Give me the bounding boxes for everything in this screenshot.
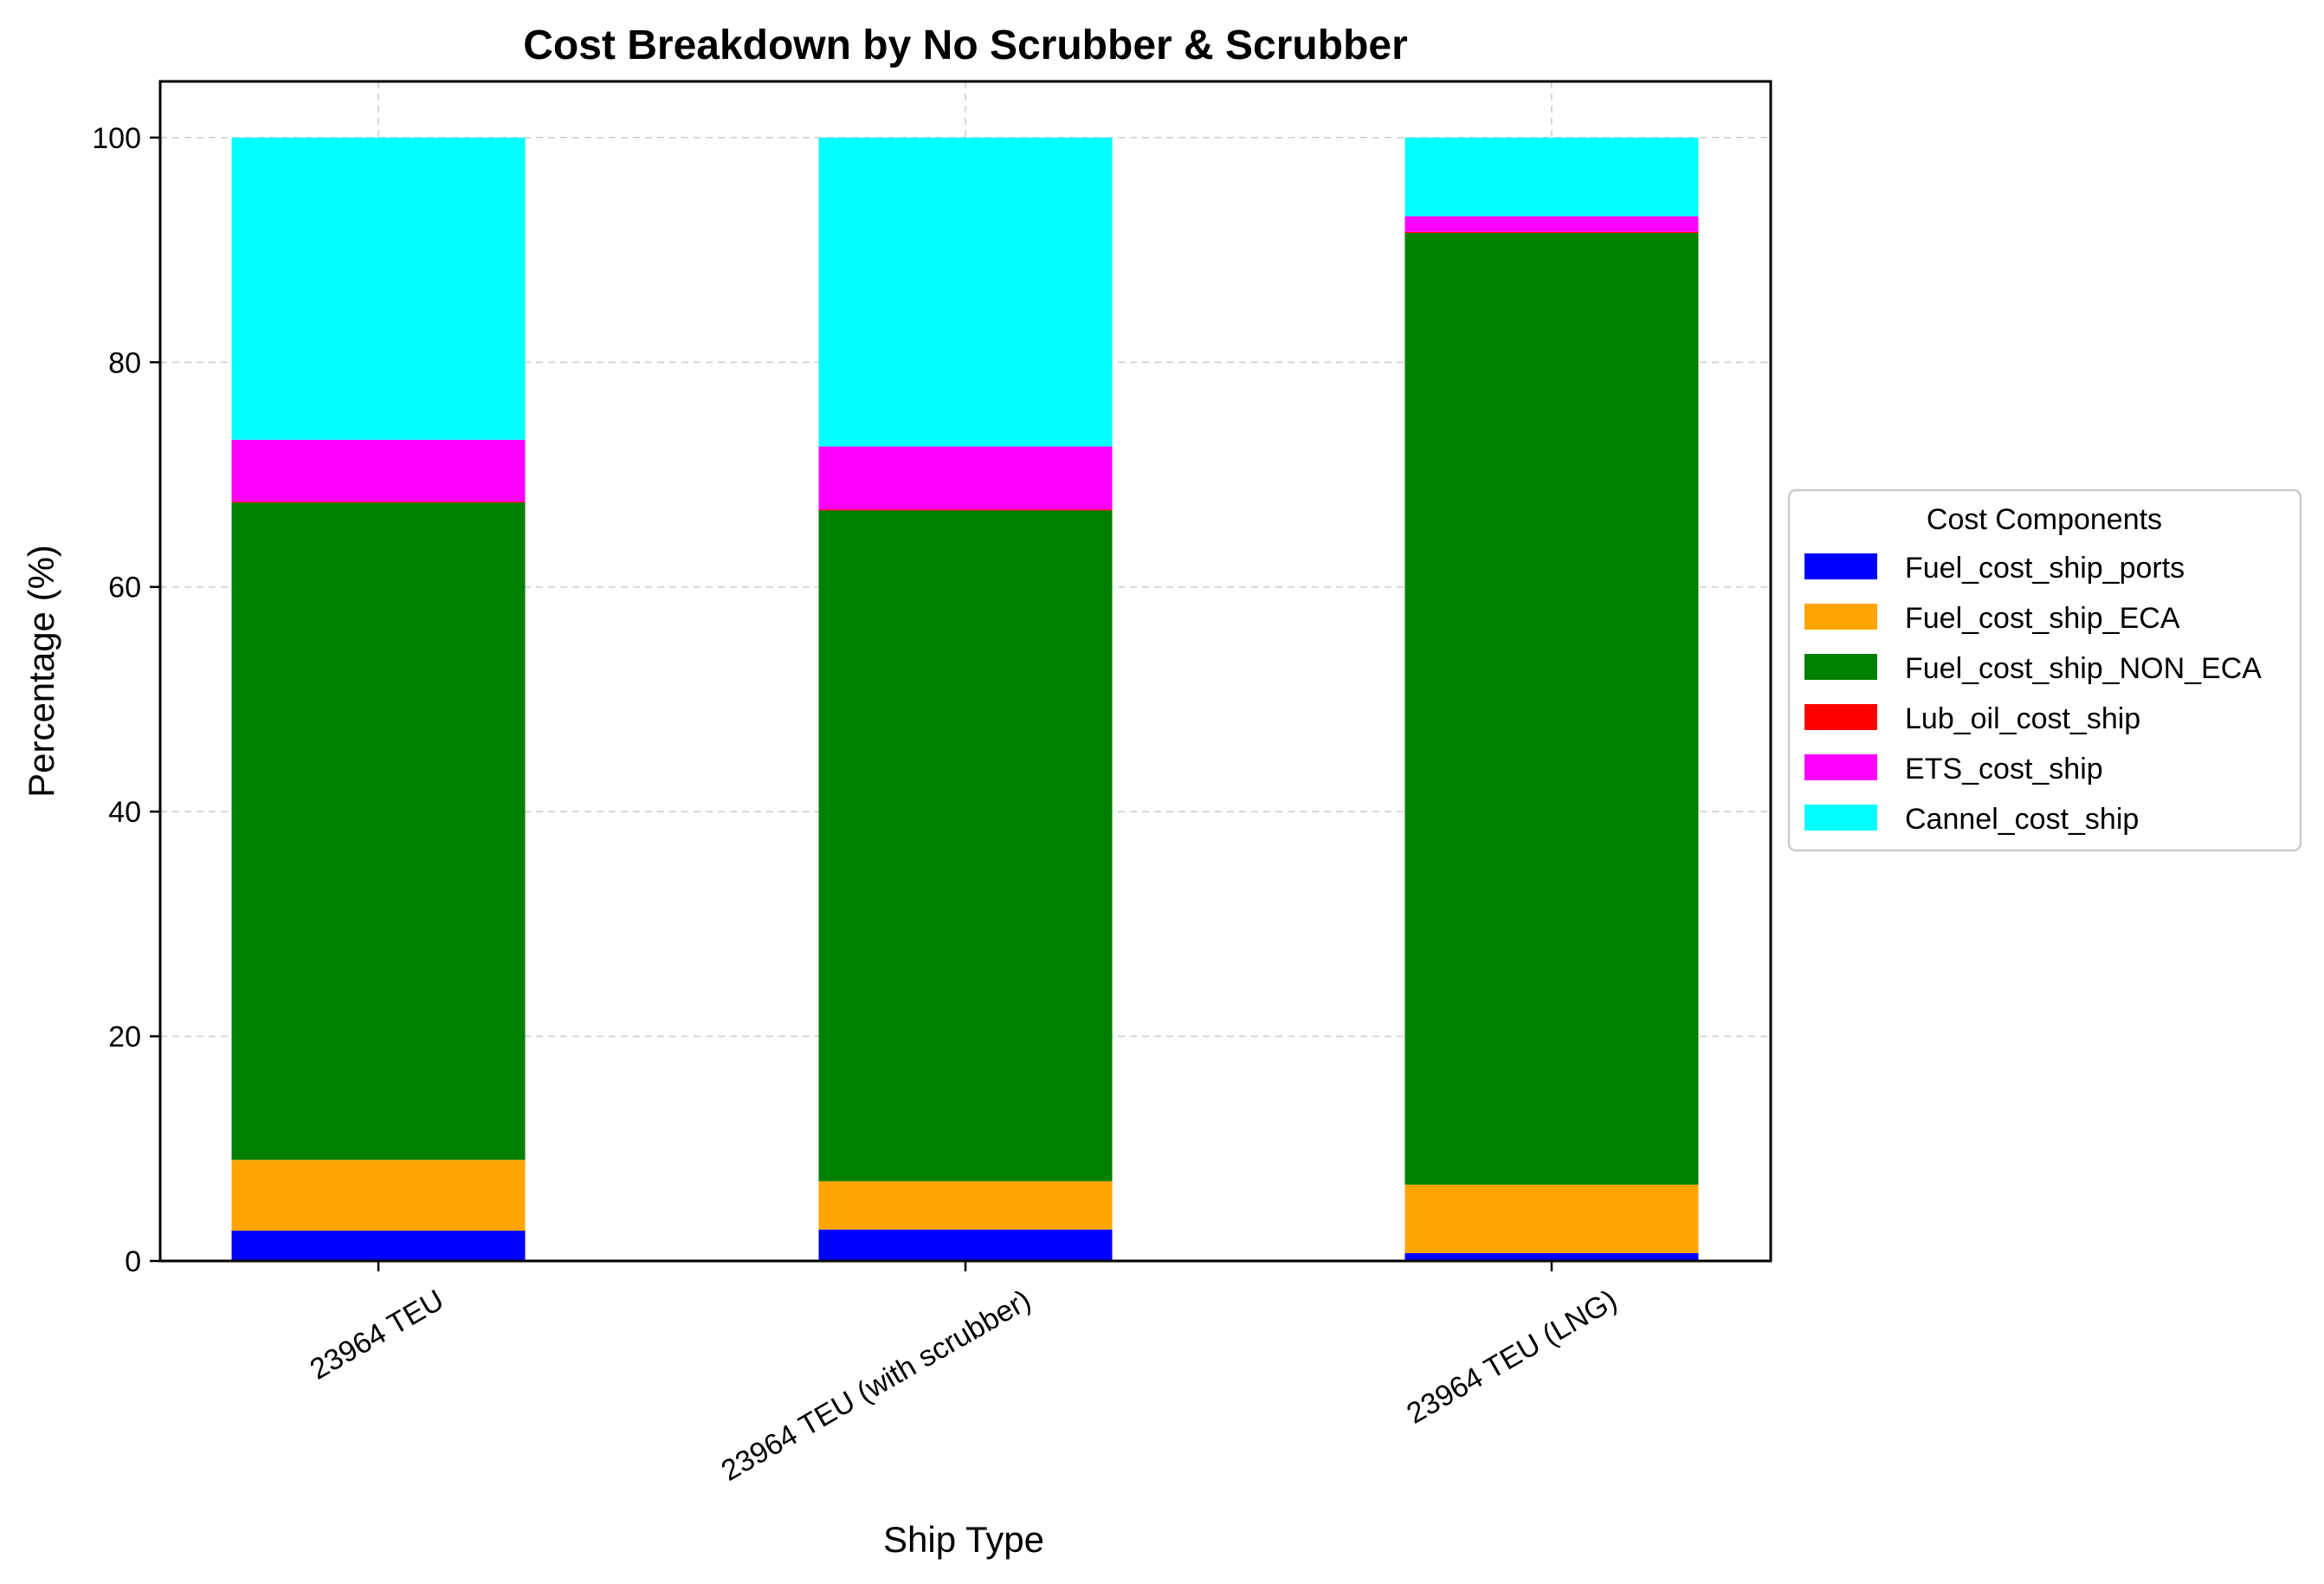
legend-swatch	[1804, 654, 1877, 680]
legend-title: Cost Components	[1927, 503, 2162, 536]
y-tick-label: 100	[92, 122, 141, 155]
x-axis: 23964 TEU 23964 TEU (with scrubber) 23964 …	[305, 1261, 1623, 1488]
bar-segment-ets-cost-ship	[1404, 216, 1699, 232]
bar-segment-lub-oil-cost-ship	[231, 501, 526, 503]
y-axis: 0 20 40 60 80 100	[92, 122, 160, 1278]
legend-entry-label: Lub_oil_cost_ship	[1905, 702, 2140, 735]
bar-segment-fuel-cost-ship-eca	[231, 1160, 526, 1231]
x-tick-label: 23964 TEU (LNG)	[1401, 1283, 1623, 1431]
legend-entry-label: Fuel_cost_ship_NON_ECA	[1905, 652, 2262, 685]
bar-segment-fuel-cost-ship-ports	[818, 1229, 1113, 1261]
bar-segment-fuel-cost-ship-non-eca	[1404, 233, 1699, 1185]
legend: Cost Components Fuel_cost_ship_ports Fuel…	[1787, 488, 2302, 852]
bar-segment-fuel-cost-ship-eca	[1404, 1184, 1699, 1253]
x-tick-label: 23964 TEU (with scrubber)	[716, 1283, 1036, 1488]
bar-segment-fuel-cost-ship-non-eca	[818, 510, 1113, 1181]
legend-entry-label: ETS_cost_ship	[1905, 753, 2103, 786]
legend-entry-label: Fuel_cost_ship_ECA	[1905, 602, 2180, 635]
bar-segment-ets-cost-ship	[818, 446, 1113, 510]
y-axis-label: Percentage (%)	[21, 545, 61, 798]
bar-segment-cannel-cost-ship	[818, 137, 1113, 447]
legend-swatch	[1804, 604, 1877, 630]
bar-segment-ets-cost-ship	[231, 439, 526, 502]
legend-swatch	[1804, 704, 1877, 730]
bar-segment-cannel-cost-ship	[231, 137, 526, 440]
legend-entry-label: Cannel_cost_ship	[1905, 803, 2139, 836]
bar-segment-fuel-cost-ship-ports	[1404, 1252, 1699, 1261]
bar-segment-fuel-cost-ship-eca	[818, 1180, 1113, 1230]
bar-segment-fuel-cost-ship-non-eca	[231, 502, 526, 1161]
bar-stacks	[231, 137, 1699, 1261]
bar-segment-lub-oil-cost-ship	[818, 509, 1113, 511]
y-tick-label: 80	[108, 346, 141, 379]
bar-segment-lub-oil-cost-ship	[1404, 231, 1699, 234]
legend-box	[1787, 488, 2302, 852]
y-tick-label: 40	[108, 796, 141, 829]
legend-entry-label: Fuel_cost_ship_ports	[1905, 552, 2185, 585]
y-tick-label: 0	[125, 1245, 141, 1278]
legend-swatch	[1804, 553, 1877, 579]
y-tick-label: 20	[108, 1021, 141, 1054]
x-tick-label: 23964 TEU	[305, 1283, 449, 1387]
chart-title: Cost Breakdown by No Scrubber & Scrubber	[523, 23, 1408, 68]
legend-swatch	[1804, 805, 1877, 831]
bar-segment-cannel-cost-ship	[1404, 137, 1699, 217]
bar-segment-fuel-cost-ship-ports	[231, 1230, 526, 1261]
legend-swatch	[1804, 754, 1877, 780]
x-axis-label: Ship Type	[883, 1519, 1044, 1560]
y-tick-label: 60	[108, 572, 141, 605]
